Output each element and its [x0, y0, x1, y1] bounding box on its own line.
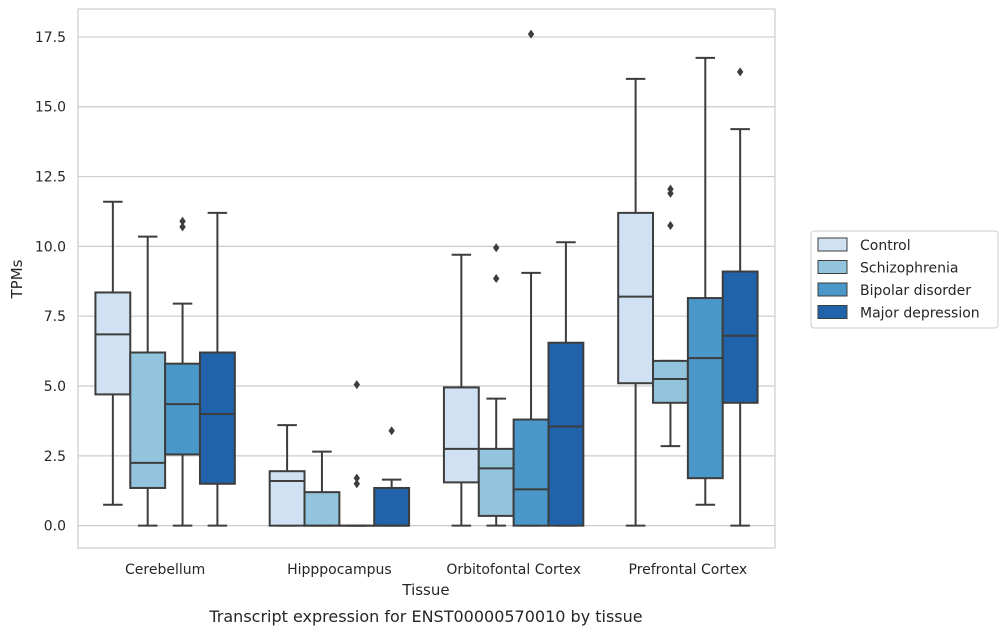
box-iqr [442, 386, 480, 484]
x-tick-label: Prefrontal Cortex [629, 562, 748, 578]
legend-label: Bipolar disorder [860, 283, 971, 299]
boxes [94, 29, 759, 527]
box-3-0 [198, 211, 236, 527]
box-2-3 [686, 56, 724, 506]
box-iqr [303, 491, 341, 527]
legend-swatch [817, 305, 848, 319]
y-tick-label: 0.0 [44, 519, 66, 535]
legend-label: Major depression [860, 306, 980, 322]
outlier-point [353, 479, 360, 489]
outlier-point [667, 220, 674, 230]
legend-frame [810, 230, 999, 329]
plot-area-frame [77, 8, 776, 549]
box-iqr [652, 359, 689, 404]
outlier-point [493, 243, 500, 253]
y-axis-title: TPMs [8, 259, 26, 299]
box-iqr [617, 211, 655, 385]
box-1-0 [129, 235, 167, 527]
y-tick-label: 2.5 [44, 449, 66, 465]
figure-caption: Transcript expression for ENST0000057001… [208, 607, 642, 626]
box-2-0 [164, 216, 201, 527]
x-tick-labels: Cerebellum Hipppocampus Orbitofontal Corte… [125, 562, 747, 578]
box-0-3 [617, 77, 655, 527]
outlier-point [353, 380, 360, 390]
legend-label: Schizophrenia [860, 261, 958, 277]
box-iqr [268, 470, 306, 527]
outlier-point [667, 184, 674, 194]
box-iqr [721, 270, 759, 404]
box-3-2 [547, 241, 585, 527]
x-tick-label: Cerebellum [125, 562, 205, 578]
x-tick-label: Hipppocampus [287, 562, 392, 578]
box-1-3 [652, 184, 689, 448]
legend-label: Control [860, 238, 911, 254]
y-tick-label: 15.0 [35, 100, 66, 116]
box-iqr [129, 351, 167, 489]
box-2-1 [338, 380, 376, 527]
y-tick-labels: 0.0 2.5 5.0 7.5 10.0 12.5 15.0 17.5 [35, 30, 66, 535]
outlier-point [353, 473, 360, 483]
box-iqr [512, 418, 550, 527]
box-iqr [373, 486, 411, 527]
box-0-0 [94, 200, 132, 506]
box-3-1 [373, 426, 411, 527]
x-tick-label: Orbitofontal Cortex [446, 562, 581, 578]
legend-swatch [817, 237, 848, 252]
legend-swatch [817, 282, 848, 297]
box-iqr [686, 297, 724, 480]
legend-swatch [817, 260, 848, 274]
outlier-point [179, 222, 186, 232]
box-iqr [198, 351, 236, 485]
box-0-1 [268, 424, 306, 527]
y-tick-label: 10.0 [35, 239, 66, 255]
y-tick-label: 5.0 [44, 379, 66, 395]
outlier-point [179, 216, 186, 226]
y-tick-label: 12.5 [35, 170, 66, 186]
box-3-3 [721, 67, 759, 527]
box-iqr [477, 447, 515, 517]
outlier-point [388, 426, 395, 436]
outlier-point [527, 29, 535, 39]
box-2-2 [512, 29, 550, 527]
legend: Control Schizophrenia Bipolar disorder Majo… [810, 230, 999, 329]
y-tick-label: 17.5 [35, 30, 66, 46]
box-1-2 [477, 243, 515, 527]
y-tick-label: 7.5 [44, 309, 66, 325]
box-0-2 [442, 253, 480, 527]
box-iqr [547, 341, 585, 527]
box-iqr [94, 291, 132, 396]
outlier-point [736, 67, 744, 77]
x-axis-title: Tissue [401, 581, 449, 599]
outlier-point [493, 274, 500, 283]
box-iqr [164, 362, 201, 456]
box-1-1 [303, 450, 341, 527]
